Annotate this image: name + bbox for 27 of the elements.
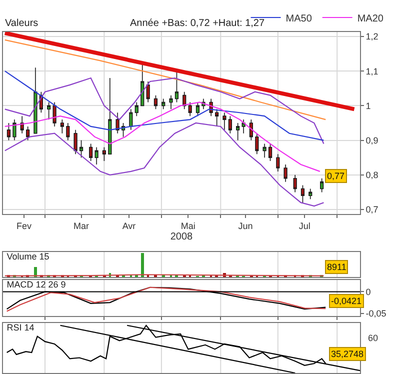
x-tick-label: Fev	[16, 220, 32, 231]
y-tick-label: -0,05	[366, 308, 386, 319]
annotation: -0,0421	[331, 296, 362, 306]
y-tick-label: 1,1	[366, 66, 378, 76]
x-tick-label: Jul	[298, 220, 310, 231]
y-tick-label: 0,7	[366, 204, 378, 215]
x-axis-title: 2008	[170, 231, 194, 242]
chart-title: RSI 14	[6, 322, 34, 332]
annotation: 8911	[327, 262, 346, 272]
y-tick-label: 1	[366, 100, 371, 111]
legend-label: MA50	[286, 13, 312, 24]
legend-label: MA20	[357, 13, 384, 24]
x-tick-label: Mai	[180, 220, 196, 231]
x-tick-label: Mar	[74, 220, 90, 231]
text: Année +Bas: 0,72 +Haut: 1,27	[130, 18, 265, 29]
text: Valeurs	[5, 18, 38, 29]
annotation: 0,77	[327, 171, 345, 181]
chart-title: Volume 15	[6, 251, 50, 262]
y-tick-label: 0,9	[366, 135, 378, 146]
y-tick-label: 0	[366, 286, 371, 297]
text: 60	[368, 333, 378, 343]
x-tick-label: Jun	[238, 220, 253, 231]
y-tick-label: 0,8	[366, 170, 378, 180]
annotation: 35,2748	[331, 349, 364, 359]
x-tick-label: Avr	[122, 220, 136, 231]
y-tick-label: 1,2	[366, 32, 378, 42]
chart-title: MACD 12 26 9	[6, 279, 66, 290]
